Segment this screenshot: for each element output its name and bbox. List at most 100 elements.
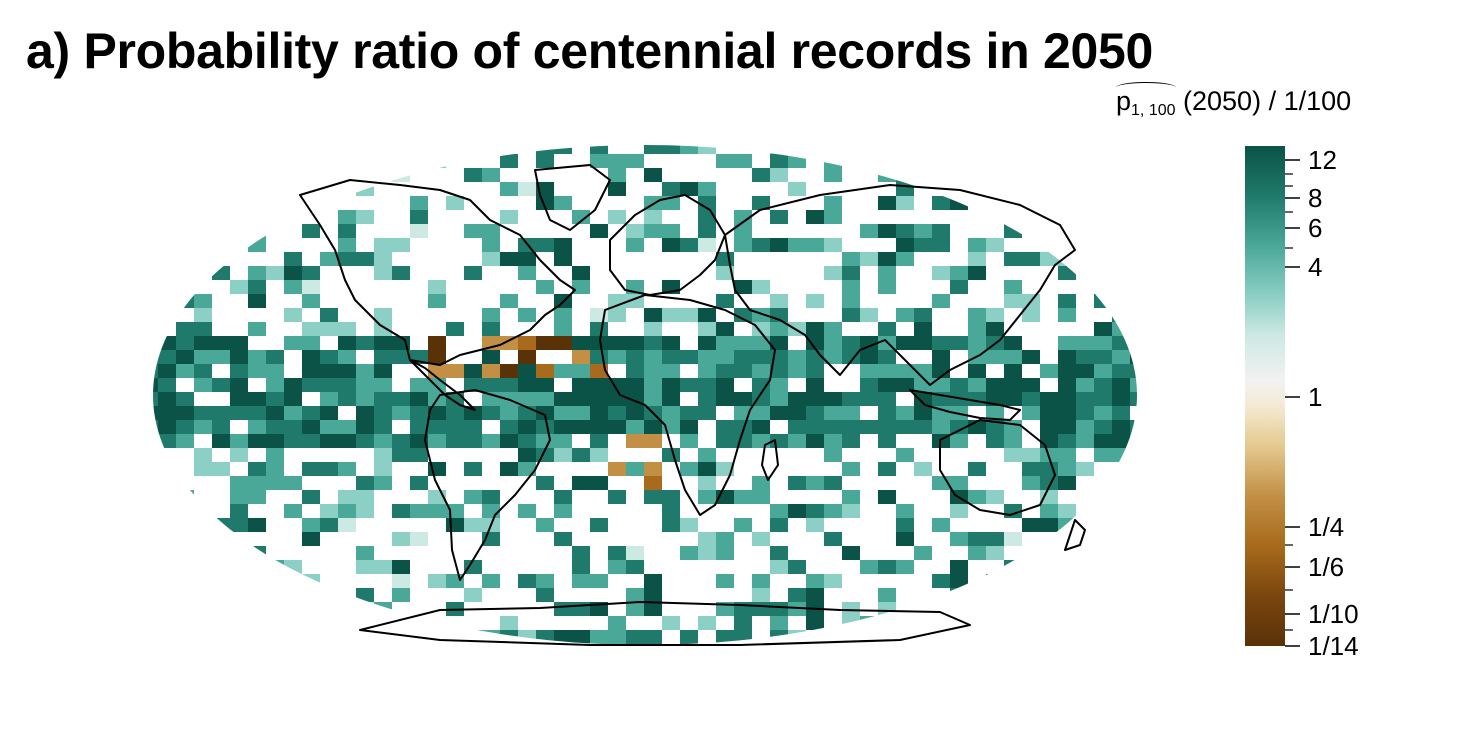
grid-cell <box>824 322 842 336</box>
grid-cell <box>950 378 968 392</box>
grid-cell <box>320 420 338 434</box>
grid-cell <box>536 574 554 588</box>
grid-cell <box>1040 490 1058 504</box>
grid-cell <box>428 154 446 168</box>
grid-cell <box>644 364 662 378</box>
grid-cell <box>716 336 734 350</box>
grid-cell <box>536 420 554 434</box>
grid-cell <box>428 406 446 420</box>
grid-cell <box>1058 238 1076 252</box>
grid-cell <box>374 658 392 660</box>
grid-cell <box>716 434 734 448</box>
legend-title-p: p <box>1116 86 1132 116</box>
grid-cell <box>1148 406 1150 420</box>
grid-cell <box>752 364 770 378</box>
grid-cell <box>662 350 680 364</box>
grid-cell <box>680 420 698 434</box>
asia-outline <box>724 184 1076 386</box>
grid-cell <box>1076 630 1094 644</box>
grid-cell <box>950 644 968 645</box>
grid-cell <box>302 336 320 350</box>
colorbar-tick-label: 12 <box>1308 145 1337 175</box>
grid-cell <box>158 420 176 434</box>
grid-cell <box>176 490 194 504</box>
grid-cell <box>1148 308 1150 322</box>
grid-cell <box>338 210 356 224</box>
grid-cell <box>806 504 824 518</box>
grid-cell <box>896 364 914 378</box>
grid-cell <box>878 364 896 378</box>
grid-cell <box>248 476 266 490</box>
grid-cell <box>824 448 842 462</box>
grid-cell <box>698 336 716 350</box>
grid-cell <box>770 364 788 378</box>
grid-cell <box>824 266 842 280</box>
grid-cell <box>626 420 644 434</box>
grid-cell <box>338 420 356 434</box>
grid-cell <box>842 308 860 322</box>
grid-cell <box>302 616 320 630</box>
grid-cell <box>428 504 446 518</box>
grid-cell <box>374 378 392 392</box>
grid-cell <box>1094 145 1112 154</box>
grid-cell <box>950 196 968 210</box>
grid-cell <box>230 336 248 350</box>
grid-cell <box>1004 434 1022 448</box>
grid-cell <box>338 364 356 378</box>
central-america-outline <box>409 359 476 411</box>
grid-cell <box>860 560 878 574</box>
grid-cell <box>644 336 662 350</box>
grid-cell <box>1058 336 1076 350</box>
grid-cell <box>1148 182 1150 196</box>
grid-cell <box>153 168 158 182</box>
grid-cell <box>230 434 248 448</box>
grid-cell <box>860 364 878 378</box>
grid-cell <box>1040 434 1058 448</box>
grid-cell <box>608 392 626 406</box>
grid-cell <box>878 406 896 420</box>
grid-cell <box>572 602 590 616</box>
grid-cell <box>1040 616 1058 630</box>
grid-cell <box>230 504 248 518</box>
grid-cell <box>878 602 896 616</box>
grid-cell <box>302 490 320 504</box>
grid-cell <box>734 518 752 532</box>
grid-cell <box>824 238 842 252</box>
grid-cell <box>896 504 914 518</box>
grid-cell <box>878 462 896 476</box>
grid-cell <box>464 588 482 602</box>
grid-cell <box>932 420 950 434</box>
grid-cell <box>518 308 536 322</box>
grid-cell <box>1130 434 1137 448</box>
grid-cell <box>500 378 518 392</box>
grid-cell <box>698 532 716 546</box>
grid-cell <box>914 546 932 560</box>
grid-cell <box>896 406 914 420</box>
grid-cell <box>716 322 734 336</box>
grid-cell <box>446 658 464 660</box>
grid-cell <box>320 145 338 154</box>
grid-cell <box>554 630 572 644</box>
grid-cell <box>1112 308 1130 322</box>
grid-cell <box>878 252 896 266</box>
grid-cell <box>1130 308 1137 322</box>
grid-cell <box>176 168 194 182</box>
grid-cell <box>842 406 860 420</box>
grid-cell <box>320 462 338 476</box>
grid-cell <box>1022 308 1040 322</box>
grid-cell <box>356 602 374 616</box>
grid-cell <box>572 630 590 644</box>
grid-cell <box>1076 602 1094 616</box>
grid-cell <box>410 224 428 238</box>
grid-cell <box>1130 518 1137 532</box>
grid-cell <box>536 154 554 168</box>
grid-cell <box>536 196 554 210</box>
madagascar-outline <box>761 439 779 481</box>
grid-cell <box>482 308 500 322</box>
grid-cell <box>392 658 410 660</box>
grid-cell <box>608 616 626 630</box>
grid-cell <box>374 644 392 645</box>
grid-cell <box>153 462 158 476</box>
grid-cell <box>392 630 410 644</box>
grid-cell <box>302 378 320 392</box>
